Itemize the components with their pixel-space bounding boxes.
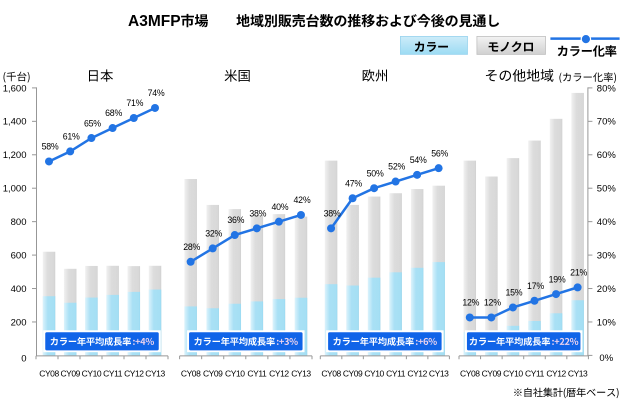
svg-text:CY09: CY09: [482, 368, 502, 378]
svg-text:CY12: CY12: [407, 368, 427, 378]
svg-text:74%: 74%: [148, 88, 165, 98]
svg-text:54%: 54%: [410, 155, 427, 165]
svg-text:50%: 50%: [597, 184, 617, 195]
svg-text:CY11: CY11: [247, 368, 267, 378]
svg-text:A3MFP: A3MFP: [128, 13, 181, 30]
svg-text:CY13: CY13: [145, 368, 165, 378]
svg-text:12%: 12%: [484, 298, 501, 308]
svg-text:65%: 65%: [84, 118, 101, 128]
svg-text:CY12: CY12: [546, 368, 566, 378]
svg-text:28%: 28%: [183, 242, 200, 252]
svg-text:CY08: CY08: [39, 368, 59, 378]
svg-text:400: 400: [11, 284, 27, 295]
svg-text:CY13: CY13: [568, 368, 588, 378]
svg-text:47%: 47%: [345, 178, 362, 188]
svg-text:36%: 36%: [227, 215, 244, 225]
svg-text:38%: 38%: [249, 209, 266, 219]
svg-text:71%: 71%: [126, 98, 143, 108]
svg-text:1,200: 1,200: [3, 150, 27, 161]
svg-text:20%: 20%: [597, 284, 617, 295]
svg-text:CY13: CY13: [291, 368, 311, 378]
svg-text:CY09: CY09: [343, 368, 363, 378]
svg-text:CY11: CY11: [386, 368, 406, 378]
svg-text:17%: 17%: [527, 281, 544, 291]
svg-text:21%: 21%: [570, 268, 587, 278]
svg-text:CY08: CY08: [181, 368, 201, 378]
svg-text:1,000: 1,000: [3, 184, 27, 195]
svg-text:40%: 40%: [597, 217, 617, 228]
svg-text:0%: 0%: [599, 353, 613, 364]
svg-text:CY11: CY11: [525, 368, 545, 378]
svg-text:CY10: CY10: [364, 368, 384, 378]
svg-text:600: 600: [11, 250, 27, 261]
svg-text:38%: 38%: [324, 209, 341, 219]
svg-text:1,600: 1,600: [3, 83, 27, 94]
svg-text:15%: 15%: [505, 288, 522, 298]
svg-text:58%: 58%: [42, 142, 59, 152]
svg-text:CY10: CY10: [225, 368, 245, 378]
svg-text:0: 0: [21, 353, 26, 364]
svg-text:CY09: CY09: [60, 368, 80, 378]
svg-text:56%: 56%: [431, 148, 448, 158]
svg-text:80%: 80%: [597, 83, 617, 94]
svg-text:70%: 70%: [597, 117, 617, 128]
svg-text:CY10: CY10: [82, 368, 102, 378]
svg-text:30%: 30%: [597, 250, 617, 261]
svg-text:CY10: CY10: [503, 368, 523, 378]
svg-text:CY08: CY08: [321, 368, 341, 378]
svg-text:800: 800: [11, 217, 27, 228]
svg-text:40%: 40%: [271, 202, 288, 212]
svg-text:68%: 68%: [105, 108, 122, 118]
svg-text:42%: 42%: [294, 195, 311, 205]
svg-text:10%: 10%: [597, 317, 617, 328]
svg-text:32%: 32%: [205, 229, 222, 239]
svg-text:CY12: CY12: [269, 368, 289, 378]
svg-text:60%: 60%: [597, 150, 617, 161]
svg-text:50%: 50%: [367, 168, 384, 178]
svg-text:12%: 12%: [462, 298, 479, 308]
svg-text:CY08: CY08: [460, 368, 480, 378]
svg-text:52%: 52%: [388, 162, 405, 172]
svg-text:1,400: 1,400: [3, 117, 27, 128]
svg-text:61%: 61%: [63, 132, 80, 142]
svg-text:CY12: CY12: [124, 368, 144, 378]
svg-text:CY09: CY09: [203, 368, 223, 378]
svg-text:200: 200: [11, 317, 27, 328]
svg-text:CY13: CY13: [429, 368, 449, 378]
svg-text:19%: 19%: [549, 274, 566, 284]
svg-text:CY11: CY11: [103, 368, 123, 378]
